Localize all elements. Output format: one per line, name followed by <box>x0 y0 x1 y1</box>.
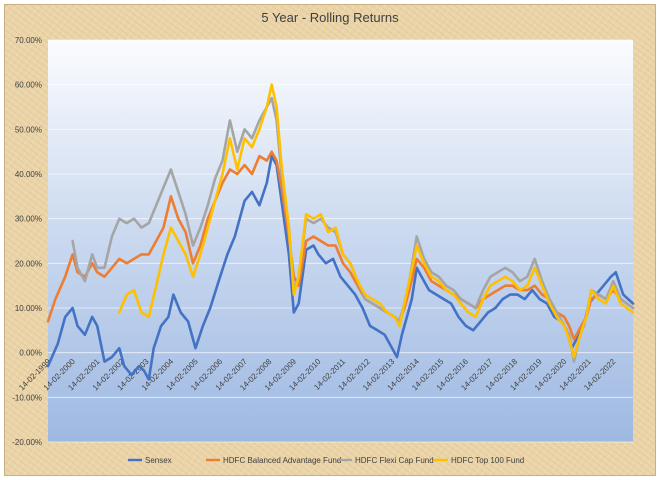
series-line-hdfc-balanced-advantage-fund <box>46 150 635 341</box>
series-line-hdfc-top-100-fund <box>118 83 635 359</box>
y-tick-label: 70.00% <box>15 36 42 45</box>
legend-label: HDFC Balanced Advantage Fund <box>223 456 341 465</box>
series-lines <box>46 83 635 381</box>
legend-label: HDFC Top 100 Fund <box>451 456 524 465</box>
legend-label: Sensex <box>145 456 172 465</box>
gridlines <box>48 39 633 443</box>
y-tick-label: 30.00% <box>15 215 42 224</box>
y-tick-label: 50.00% <box>15 125 42 134</box>
series-line-sensex <box>46 154 635 381</box>
y-tick-label: 10.00% <box>15 304 42 313</box>
y-tick-label: 60.00% <box>15 81 42 90</box>
y-tick-label: 20.00% <box>15 259 42 268</box>
y-tick-label: 40.00% <box>15 170 42 179</box>
chart-title: 5 Year - Rolling Returns <box>261 10 399 25</box>
legend-label: HDFC Flexi Cap Fund <box>355 456 434 465</box>
y-tick-label: -10.00% <box>12 393 42 402</box>
y-tick-label: 0.00% <box>19 349 42 358</box>
legend: Sensex HDFC Balanced Advantage Fund HDFC F… <box>128 456 524 465</box>
y-axis-tick-labels: -20.00% -10.00% 0.00% 10.00% 20.00% 30.00% 40.… <box>12 36 42 447</box>
y-tick-label: -20.00% <box>12 438 42 447</box>
